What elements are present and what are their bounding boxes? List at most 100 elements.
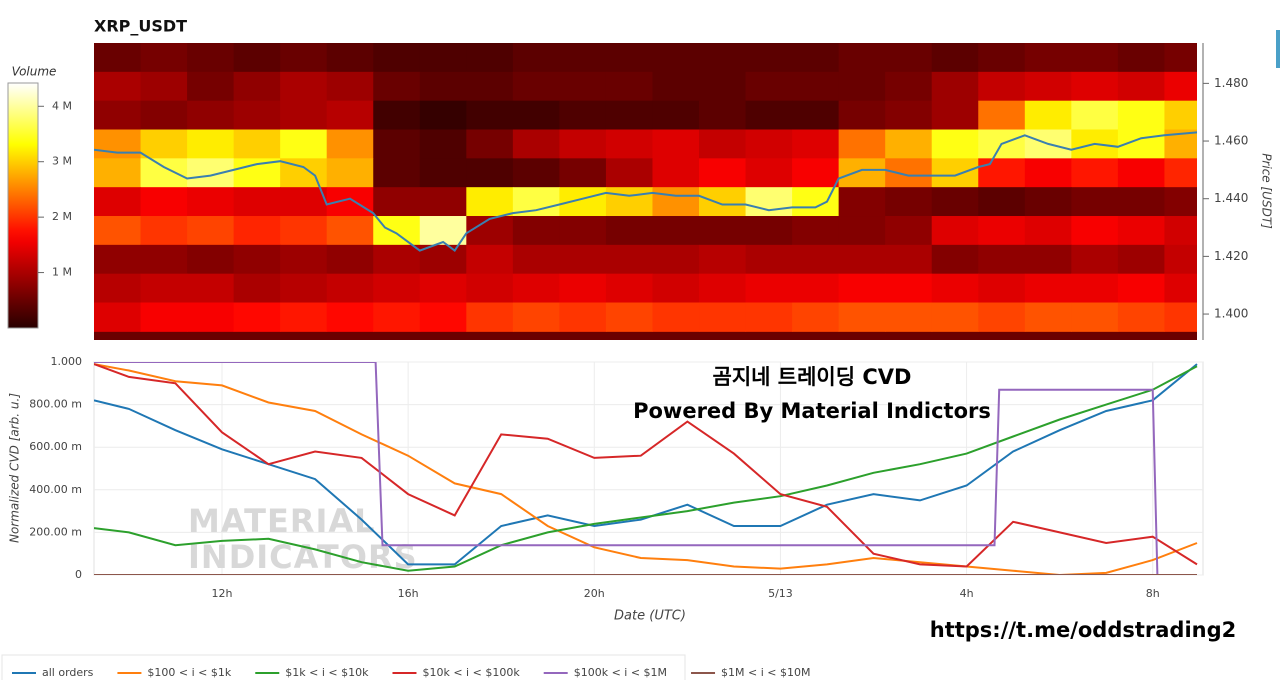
y-tick-label: 400.00 m <box>29 483 82 496</box>
y-tick-label: 200.00 m <box>29 525 82 538</box>
heatmap-cell <box>1117 158 1165 188</box>
cvd-line <box>94 362 1159 575</box>
heatmap-cell <box>838 244 886 275</box>
heatmap-cell <box>838 302 886 332</box>
heatmap-cell <box>419 273 467 304</box>
heatmap-cell <box>559 71 607 102</box>
heatmap-cell <box>652 71 700 102</box>
colorbar <box>7 82 39 329</box>
heatmap-cell <box>233 244 281 275</box>
heatmap-cell <box>1024 216 1072 246</box>
heatmap-cell <box>1164 43 1197 73</box>
annotation: Powered By Material Indictors <box>633 399 991 423</box>
colorbar-tick-label: 2 M <box>52 210 72 223</box>
heatmap-cell <box>605 302 653 332</box>
heatmap-cell <box>373 302 421 332</box>
heatmap-cell <box>1117 187 1165 217</box>
heatmap-cell <box>1024 302 1072 332</box>
heatmap-cell <box>699 302 747 332</box>
legend-label: $1k < i < $10k <box>285 666 369 679</box>
legend-label: $100 < i < $1k <box>147 666 231 679</box>
heatmap-cell <box>699 129 747 159</box>
heatmap-cell <box>512 244 560 275</box>
heatmap-cell <box>512 302 560 332</box>
heatmap-cell <box>419 302 467 332</box>
heatmap-cell <box>978 302 1026 332</box>
heatmap-cell <box>1117 71 1165 102</box>
heatmap-cell <box>652 273 700 304</box>
heatmap-cell <box>373 187 421 217</box>
heatmap-cell <box>792 216 840 246</box>
heatmap-cell <box>94 129 142 159</box>
heatmap-cell <box>931 273 979 304</box>
colorbar-label: Volume <box>12 65 57 79</box>
price-tick-label: 1.480 <box>1214 76 1248 90</box>
heatmap-cells <box>94 43 1197 332</box>
heatmap-cell <box>885 158 933 188</box>
heatmap-cell <box>559 273 607 304</box>
heatmap-cell <box>94 273 142 304</box>
heatmap-cell <box>931 158 979 188</box>
heatmap-cell <box>745 100 793 131</box>
heatmap-cell <box>1071 100 1119 131</box>
heatmap-cell <box>373 129 421 159</box>
heatmap-cell <box>652 216 700 246</box>
watermark: MATERIAL <box>188 502 376 540</box>
heatmap-cell <box>931 100 979 131</box>
heatmap-cell <box>187 43 235 73</box>
price-axis-label: Price [USDT] <box>1260 153 1274 229</box>
heatmap-cell <box>280 244 328 275</box>
heatmap-cell <box>512 129 560 159</box>
heatmap-cell <box>1024 244 1072 275</box>
heatmap-cell <box>233 100 281 131</box>
heatmap-cell <box>978 71 1026 102</box>
heatmap-cell <box>1024 158 1072 188</box>
heatmap-cell <box>233 302 281 332</box>
legend-label: $100k < i < $1M <box>574 666 667 679</box>
heatmap-cell <box>931 244 979 275</box>
heatmap-cell <box>931 187 979 217</box>
heatmap-cell <box>233 187 281 217</box>
heatmap-cell <box>1024 100 1072 131</box>
heatmap-cell <box>605 273 653 304</box>
heatmap-cell <box>373 244 421 275</box>
heatmap-cell <box>699 43 747 73</box>
heatmap-cell <box>187 302 235 332</box>
heatmap-cell <box>466 71 514 102</box>
legend-label: all orders <box>42 666 94 679</box>
heatmap-cell <box>326 216 374 246</box>
heatmap-cell <box>1164 100 1197 131</box>
heatmap-cell <box>652 158 700 188</box>
heatmap-cell <box>94 43 142 73</box>
heatmap-cell <box>94 71 142 102</box>
heatmap-cell <box>233 216 281 246</box>
heatmap-cell <box>652 187 700 217</box>
heatmap-cell <box>326 273 374 304</box>
heatmap-cell <box>885 302 933 332</box>
heatmap-cell <box>1071 187 1119 217</box>
heatmap-cell <box>792 71 840 102</box>
heatmap-cell <box>605 129 653 159</box>
heatmap-cell <box>605 187 653 217</box>
heatmap-cell <box>792 158 840 188</box>
heatmap-cell <box>512 43 560 73</box>
colorbar-tick-label: 4 M <box>52 99 72 112</box>
heatmap-cell <box>94 302 142 332</box>
heatmap-cell <box>745 244 793 275</box>
heatmap-cell <box>978 43 1026 73</box>
heatmap-cell <box>140 158 188 188</box>
heatmap-cell <box>559 43 607 73</box>
heatmap-cell <box>373 216 421 246</box>
heatmap-cell <box>466 216 514 246</box>
price-tick-label: 1.400 <box>1214 307 1248 321</box>
heatmap-cell <box>745 43 793 73</box>
heatmap-cell <box>233 273 281 304</box>
legend-label: $1M < i < $10M <box>721 666 810 679</box>
heatmap-cell <box>1164 244 1197 275</box>
heatmap-cell <box>373 158 421 188</box>
heatmap-cell <box>187 244 235 275</box>
heatmap-cell <box>466 273 514 304</box>
series-lines <box>94 362 1198 575</box>
heatmap-cell <box>745 302 793 332</box>
heatmap-cell <box>1024 187 1072 217</box>
